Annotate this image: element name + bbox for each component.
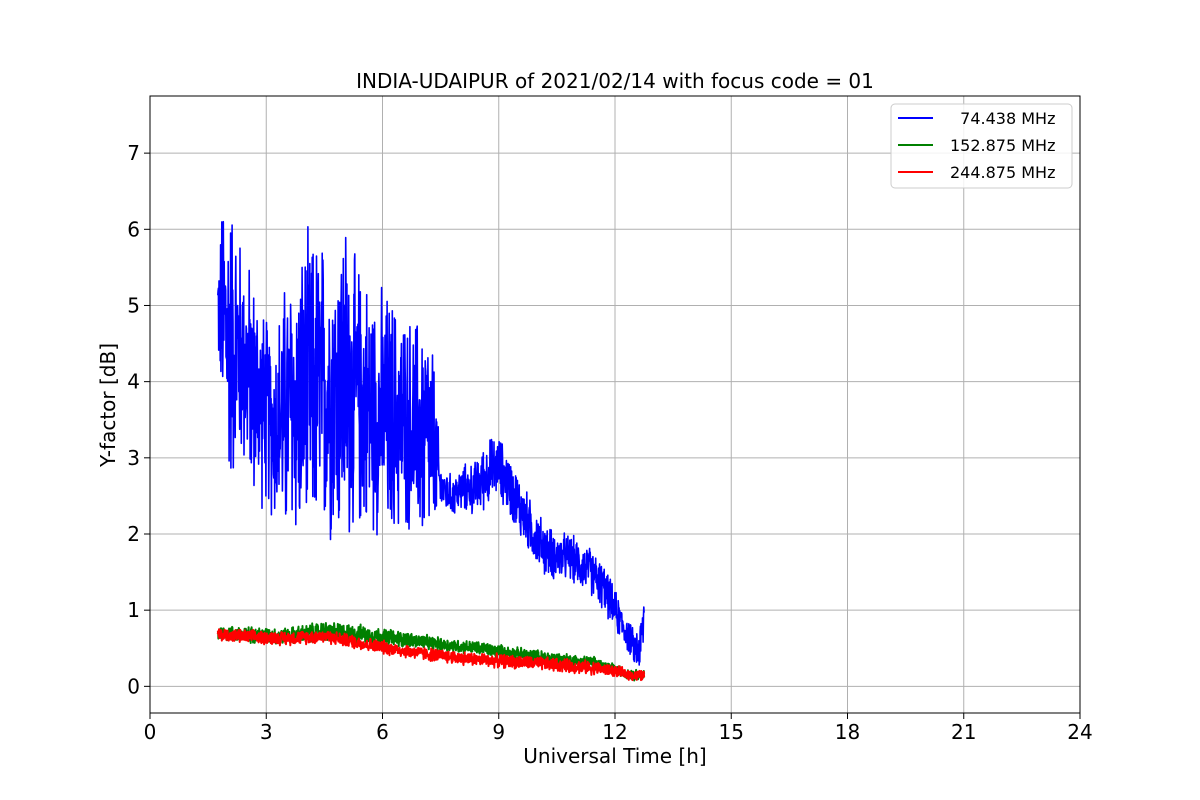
y-tick-label: 1 [127,598,140,622]
y-tick-label: 6 [127,217,140,241]
x-tick-label: 3 [260,720,273,744]
y-tick-label: 4 [127,370,140,394]
legend-label-152mhz: 152.875 MHz [950,136,1055,155]
y-tick-label: 2 [127,522,140,546]
x-tick-label: 18 [835,720,860,744]
x-tick-label: 21 [951,720,976,744]
y-axis-title: Y-factor [dB] [96,343,120,468]
x-tick-label: 9 [492,720,505,744]
series-line-0 [217,220,645,666]
legend-box [890,103,1073,189]
x-tick-label: 0 [144,720,157,744]
x-axis-title: Universal Time [h] [523,744,706,768]
chart-title: INDIA-UDAIPUR of 2021/02/14 with focus c… [356,69,874,93]
legend: 74.438 MHz 152.875 MHz 244.875 MHz [890,103,1073,189]
y-tick-label: 0 [127,674,140,698]
legend-label-244mhz: 244.875 MHz [950,163,1055,182]
x-tick-label: 15 [719,720,744,744]
y-tick-label: 5 [127,293,140,317]
x-tick-label: 24 [1067,720,1092,744]
series-layer [216,220,646,682]
series-line-2 [216,628,646,682]
y-tick-label: 7 [127,141,140,165]
x-tick-label: 12 [602,720,627,744]
x-tick-label: 6 [376,720,389,744]
legend-label-74mhz: 74.438 MHz [950,109,1055,128]
y-tick-label: 3 [127,446,140,470]
